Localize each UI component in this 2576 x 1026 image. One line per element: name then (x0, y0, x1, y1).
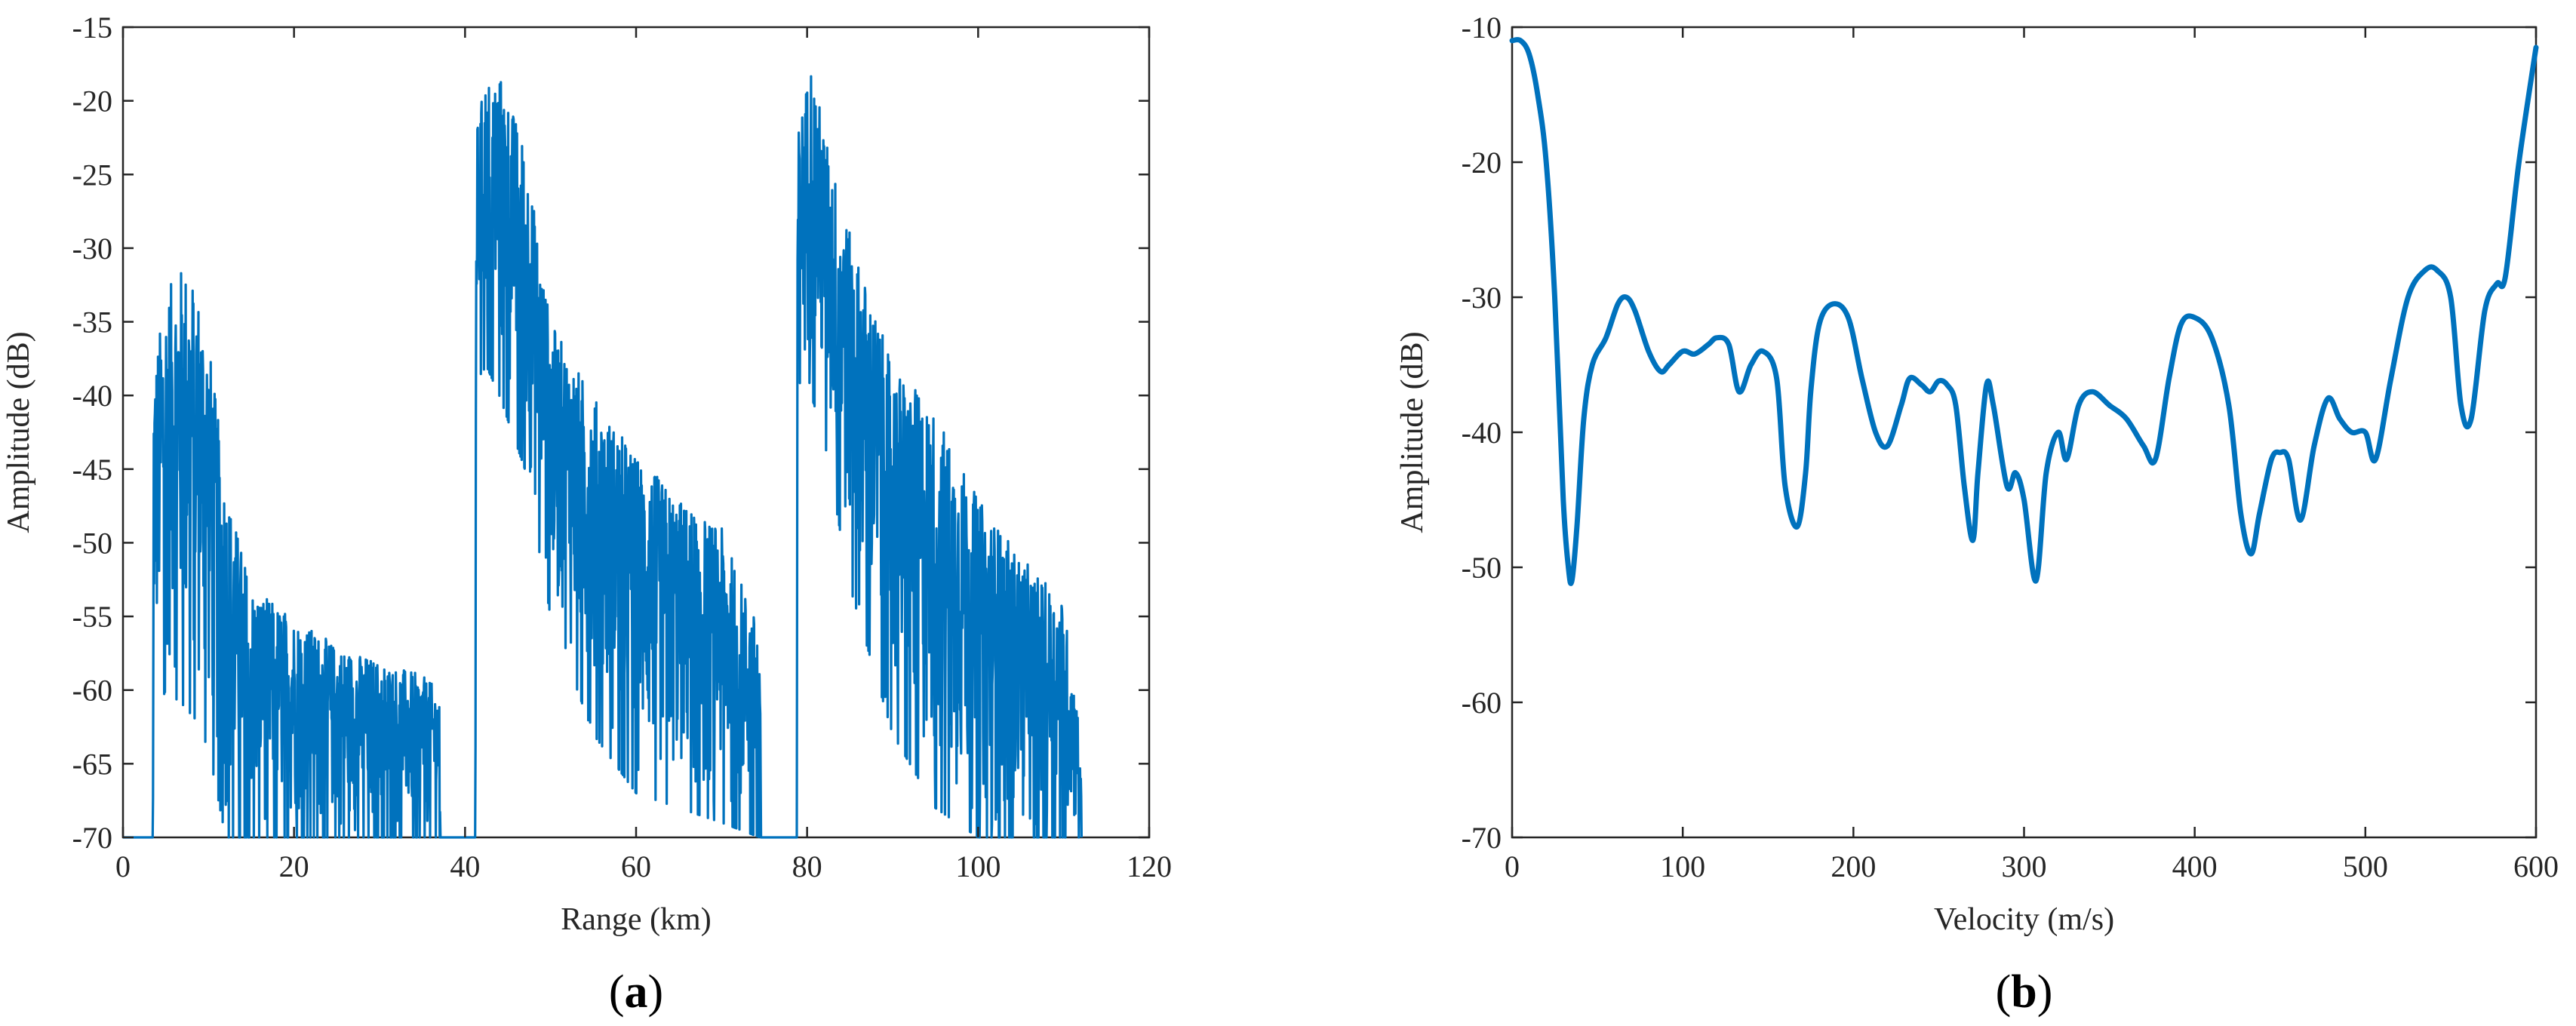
x-tick-label: 120 (1127, 849, 1172, 883)
x-tick-label: 80 (792, 849, 822, 883)
chart-panel-a: 0 20 40 60 80 100 120 -15 -20 -25 -30 -35 -40 -45 -50 -… (2, 11, 1172, 1018)
axis-ticks-b: 0 100 200 300 400 500 600 -10 -20 -30 -40 -50 -60 -70 (1462, 11, 2559, 883)
y-tick-label: -20 (72, 84, 112, 118)
x-tick-label: 100 (1660, 849, 1705, 883)
x-axis-title-a: Range (km) (561, 902, 711, 937)
panel-letter-a: a (625, 966, 648, 1018)
x-tick-label: 60 (621, 849, 651, 883)
y-tick-label: -65 (72, 747, 112, 781)
y-tick-label: -50 (72, 526, 112, 560)
x-tick-label: 0 (115, 849, 131, 883)
panel-letter-b: b (2011, 966, 2037, 1018)
y-tick-label: -40 (72, 379, 112, 413)
series-a (121, 75, 1083, 839)
x-tick-label: 400 (2172, 849, 2218, 883)
y-axis-title-a: Amplitude (dB) (2, 331, 36, 533)
x-tick-label: 200 (1831, 849, 1876, 883)
y-tick-label: -15 (72, 11, 112, 45)
y-tick-label: -50 (1462, 551, 1502, 585)
axis-ticks-a: 0 20 40 60 80 100 120 -15 -20 -25 -30 -35 -40 -45 -50 -… (72, 11, 1172, 883)
x-tick-label: 20 (279, 849, 309, 883)
x-tick-label: 0 (1505, 849, 1520, 883)
panel-label-b: (b) (1996, 966, 2053, 1018)
y-tick-label: -30 (72, 232, 112, 266)
series-line-a-0 (121, 75, 1083, 839)
y-tick-label: -40 (1462, 416, 1502, 450)
y-tick-label: -30 (1462, 281, 1502, 315)
x-tick-label: 100 (955, 849, 1001, 883)
y-tick-label: -25 (72, 158, 112, 192)
series-b (1509, 37, 2539, 586)
chart-panel-b: 0 100 200 300 400 500 600 -10 -20 -30 -40 -50 -60 -70… (1395, 11, 2559, 1018)
panel-label-a: (a) (609, 966, 663, 1018)
y-tick-label: -45 (72, 453, 112, 487)
y-tick-label: -70 (72, 821, 112, 855)
x-axis-title-b: Velocity (m/s) (1934, 902, 2114, 937)
y-tick-label: -55 (72, 600, 112, 634)
series-line-b-0 (1509, 37, 2539, 586)
x-tick-label: 600 (2513, 849, 2559, 883)
y-axis-title-b: Amplitude (dB) (1395, 331, 1430, 533)
y-tick-label: -60 (1462, 686, 1502, 720)
y-tick-label: -60 (72, 674, 112, 708)
y-tick-label: -10 (1462, 11, 1502, 45)
x-tick-label: 40 (450, 849, 480, 883)
y-tick-label: -70 (1462, 821, 1502, 855)
x-tick-label: 500 (2343, 849, 2388, 883)
y-tick-label: -35 (72, 306, 112, 339)
y-tick-label: -20 (1462, 146, 1502, 180)
x-tick-label: 300 (2002, 849, 2047, 883)
